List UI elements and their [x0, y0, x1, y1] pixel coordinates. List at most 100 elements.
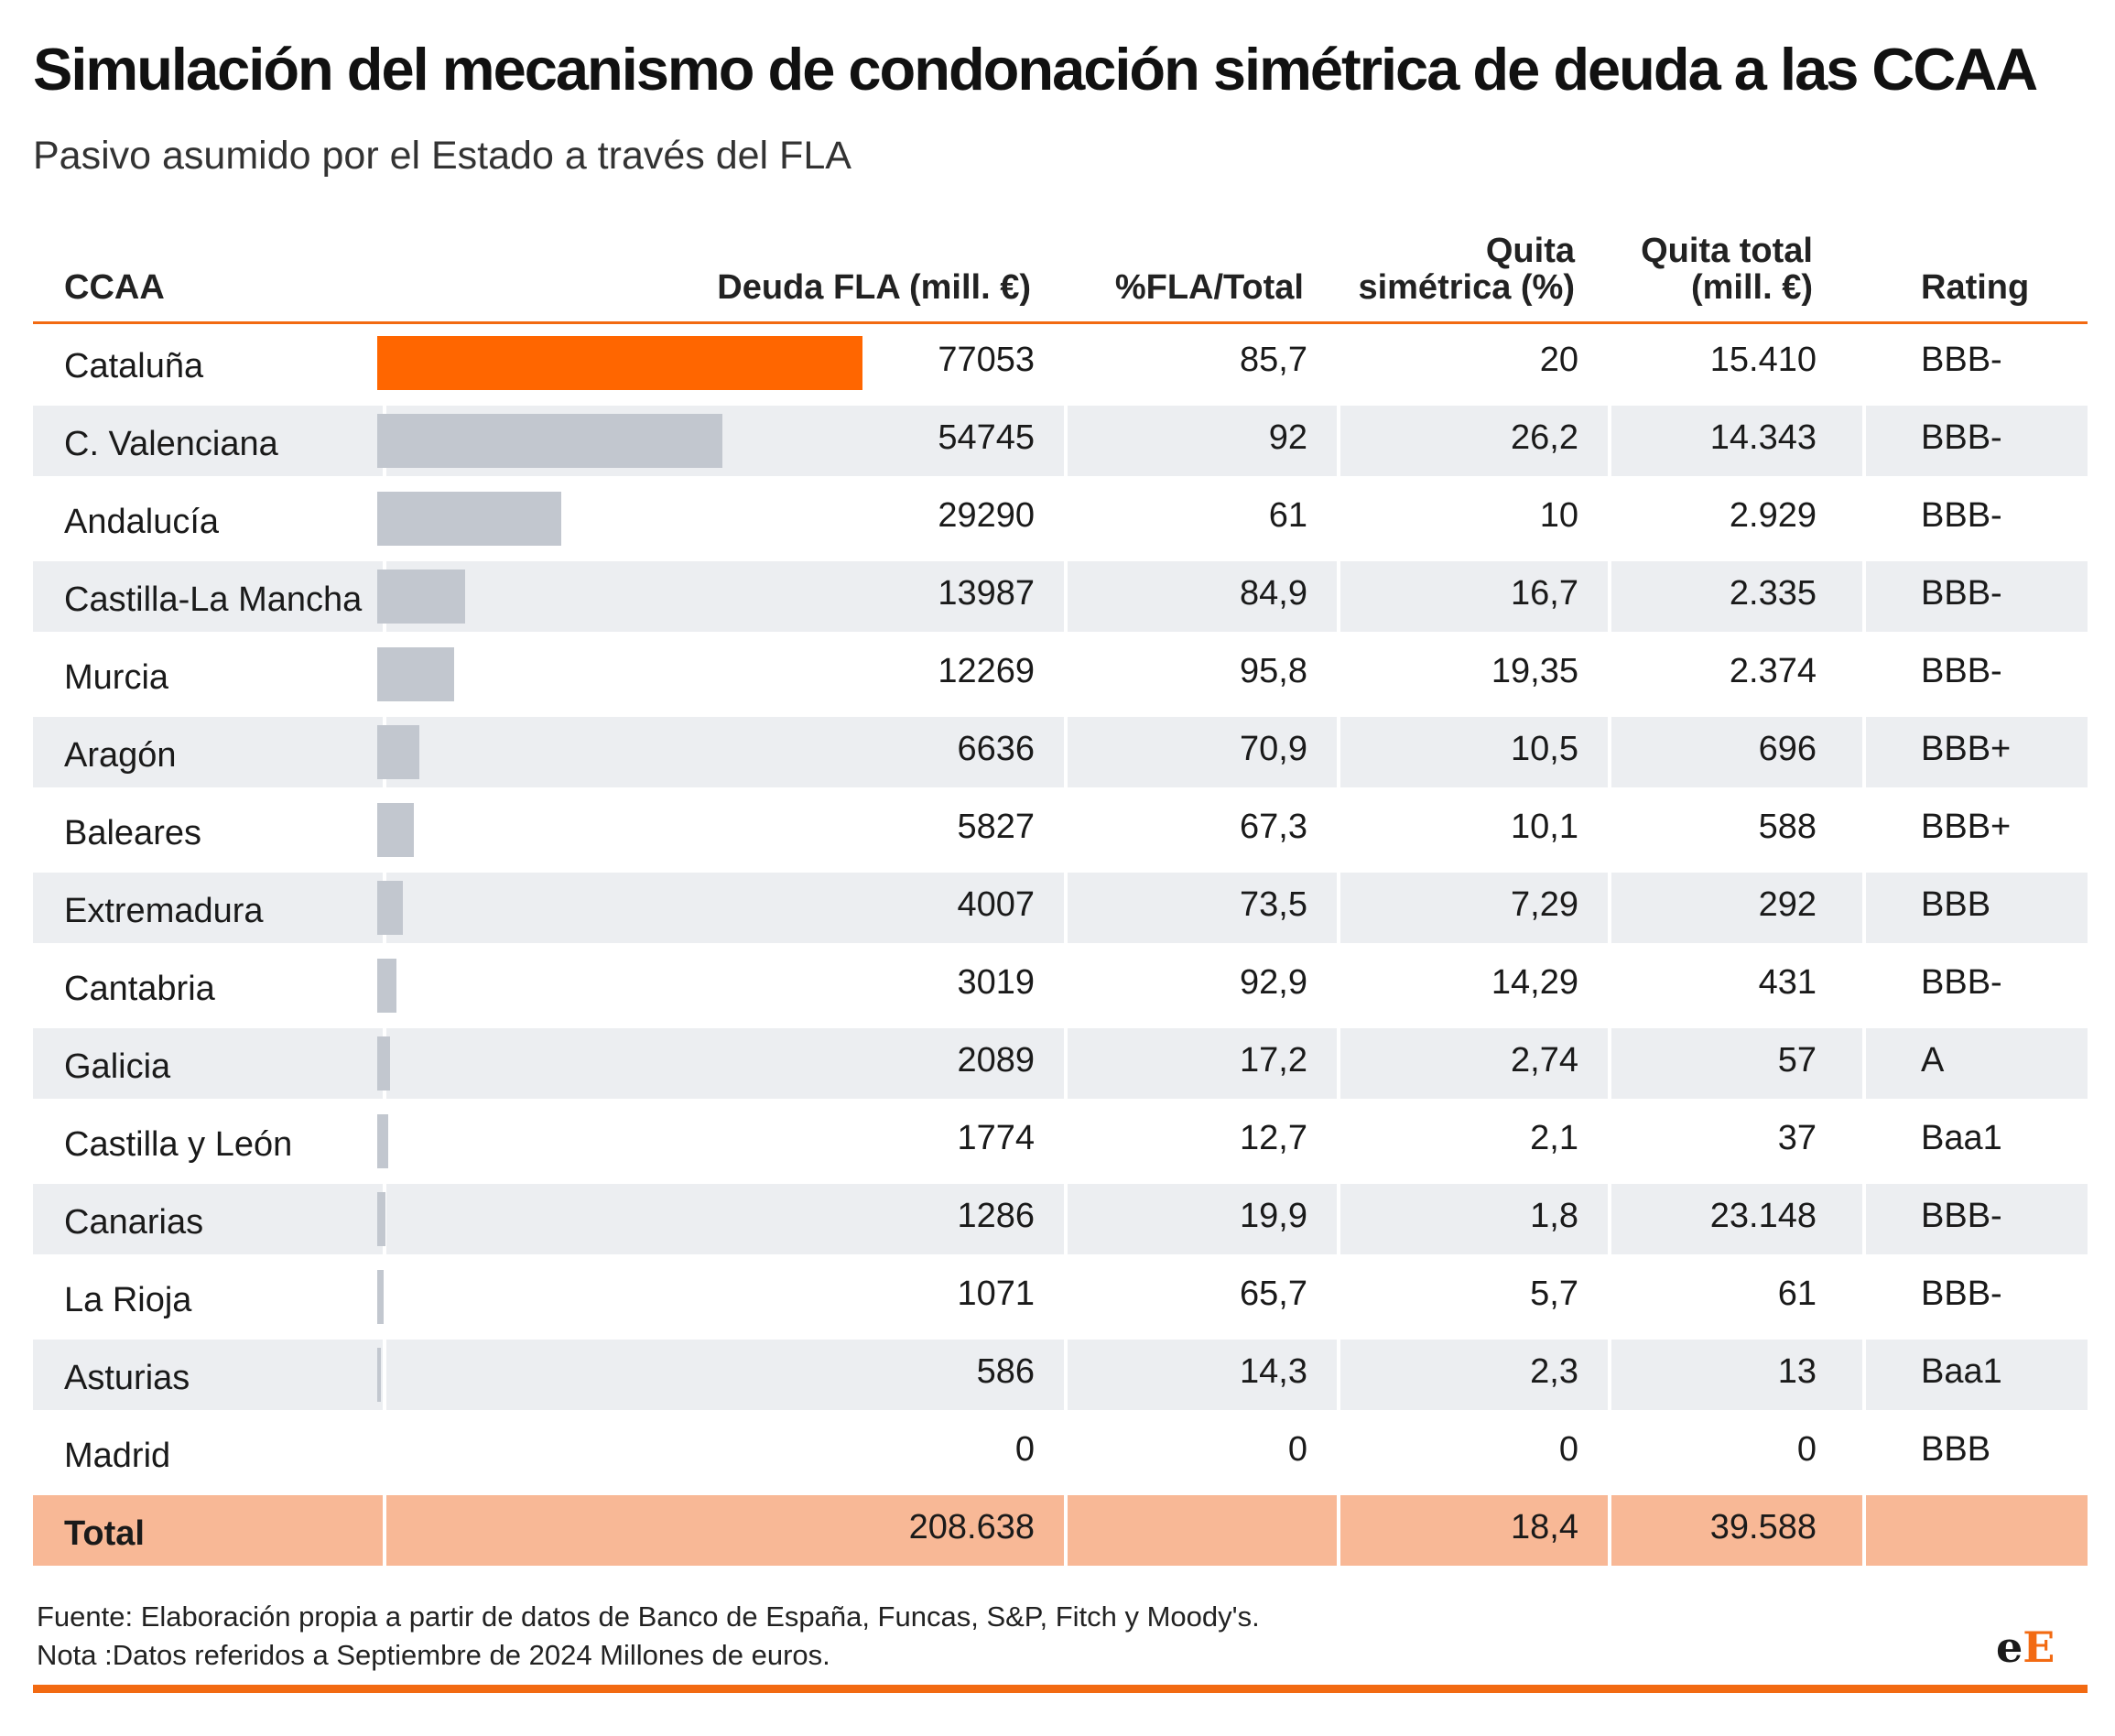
quita-total-value: 39.588 [1709, 1508, 1817, 1546]
footer-note: Nota :Datos referidos a Septiembre de 20… [37, 1639, 830, 1671]
header-pct: %FLA/Total [1114, 268, 1304, 307]
rating-value: BBB- [1921, 496, 2002, 535]
table-row: Extremadura 4007 73,5 7,29 292 BBB [33, 873, 2088, 943]
logo-E: E [2023, 1622, 2055, 1672]
quita-simetrica-value: 19,35 [1491, 652, 1578, 690]
debt-bar [377, 1114, 389, 1168]
debt-bar [377, 1192, 385, 1246]
column-separator [1064, 873, 1068, 943]
table-row: Madrid 0 0 0 0 BBB [33, 1417, 2088, 1488]
column-separator [1608, 717, 1611, 787]
pct-value: 67,3 [1240, 808, 1307, 846]
quita-simetrica-value: 16,7 [1511, 574, 1578, 613]
pct-value: 65,7 [1240, 1275, 1307, 1313]
column-separator [1608, 1340, 1611, 1410]
pct-value: 0 [1287, 1430, 1307, 1469]
quita-simetrica-value: 2,1 [1530, 1119, 1578, 1157]
column-separator [1337, 561, 1340, 632]
ccaa-name: Castilla-La Mancha [64, 580, 363, 619]
rating-value: BBB- [1921, 1275, 2002, 1313]
column-separator [1337, 717, 1340, 787]
debt-bar [377, 881, 403, 935]
column-separator [1862, 873, 1866, 943]
column-separator [1608, 1184, 1611, 1254]
deuda-value: 1774 [957, 1119, 1035, 1157]
column-separator [383, 1495, 386, 1566]
debt-bar [377, 959, 396, 1013]
quita-total-value: 588 [1758, 808, 1817, 846]
ccaa-name: Cantabria [64, 970, 215, 1008]
quita-total-value: 15.410 [1709, 341, 1817, 379]
quita-total-value: 61 [1777, 1275, 1817, 1313]
column-separator [1608, 1495, 1611, 1566]
quita-simetrica-value: 7,29 [1511, 885, 1578, 924]
logo-e: e [1996, 1622, 2023, 1672]
header-quita-simetrica: Quita simétrica (%) [1358, 233, 1575, 319]
column-separator [1608, 406, 1611, 476]
column-separator [1064, 1184, 1068, 1254]
column-separator [1862, 1340, 1866, 1410]
quita-total-value: 23.148 [1709, 1197, 1817, 1235]
quita-simetrica-value: 20 [1539, 341, 1578, 379]
rating-value: BBB- [1921, 341, 2002, 379]
quita-total-value: 2.929 [1729, 496, 1817, 535]
header-quita-total-line1: Quita total [1641, 232, 1813, 270]
quita-total-value: 13 [1777, 1352, 1817, 1391]
rating-value: BBB+ [1921, 730, 2012, 768]
rating-value: BBB- [1921, 418, 2002, 457]
quita-total-value: 431 [1758, 963, 1817, 1002]
deuda-value: 6636 [957, 730, 1035, 768]
pct-value: 84,9 [1240, 574, 1307, 613]
header-ccaa: CCAA [64, 268, 165, 307]
footer-source: Fuente: Elaboración propia a partir de d… [37, 1600, 1260, 1633]
column-separator [1337, 873, 1340, 943]
column-separator [1337, 1495, 1340, 1566]
rating-value: Baa1 [1921, 1352, 2002, 1391]
rating-value: BBB- [1921, 963, 2002, 1002]
table-header: CCAA Deuda FLA (mill. €) %FLA/Total Quit… [0, 220, 2115, 319]
column-separator [1337, 406, 1340, 476]
header-quita-simetrica-line2: simétrica (%) [1358, 268, 1575, 307]
header-quita-simetrica-line1: Quita [1485, 232, 1575, 270]
total-row: Total 208.638 18,4 39.588 [33, 1495, 2088, 1566]
pct-value: 95,8 [1240, 652, 1307, 690]
rating-value: BBB [1921, 885, 1991, 924]
quita-total-value: 0 [1796, 1430, 1817, 1469]
quita-total-value: 2.335 [1729, 574, 1817, 613]
ccaa-name: Baleares [64, 814, 201, 852]
table-row: Asturias 586 14,3 2,3 13 Baa1 [33, 1340, 2088, 1410]
quita-total-value: 37 [1777, 1119, 1817, 1157]
column-separator [1862, 1184, 1866, 1254]
pct-value: 73,5 [1240, 885, 1307, 924]
deuda-value: 12269 [938, 652, 1035, 690]
header-rating: Rating [1921, 268, 2030, 307]
header-quita-total-line2: (mill. €) [1690, 268, 1813, 307]
column-separator [1064, 406, 1068, 476]
debt-bar [377, 336, 862, 390]
column-separator [1608, 873, 1611, 943]
rating-value: BBB- [1921, 1197, 2002, 1235]
table-row: Canarias 1286 19,9 1,8 23.148 BBB- [33, 1184, 2088, 1254]
deuda-value: 29290 [938, 496, 1035, 535]
column-separator [1862, 406, 1866, 476]
deuda-value: 1071 [957, 1275, 1035, 1313]
quita-simetrica-value: 5,7 [1530, 1275, 1578, 1313]
quita-total-value: 14.343 [1709, 418, 1817, 457]
column-separator [1064, 1495, 1068, 1566]
ccaa-name: Murcia [64, 658, 169, 697]
quita-simetrica-value: 10 [1539, 496, 1578, 535]
pct-value: 85,7 [1240, 341, 1307, 379]
debt-bar [377, 1270, 385, 1324]
quita-total-value: 696 [1758, 730, 1817, 768]
column-separator [1862, 561, 1866, 632]
header-deuda: Deuda FLA (mill. €) [717, 268, 1031, 307]
table-row: Andalucía 29290 61 10 2.929 BBB- [33, 483, 2088, 554]
rating-value: Baa1 [1921, 1119, 2002, 1157]
ccaa-name: Aragón [64, 736, 177, 775]
rating-value: BBB- [1921, 652, 2002, 690]
quita-simetrica-value: 1,8 [1530, 1197, 1578, 1235]
rating-value: BBB [1921, 1430, 1991, 1469]
rating-value: BBB- [1921, 574, 2002, 613]
pct-value: 92,9 [1240, 963, 1307, 1002]
table-row: Murcia 12269 95,8 19,35 2.374 BBB- [33, 639, 2088, 710]
